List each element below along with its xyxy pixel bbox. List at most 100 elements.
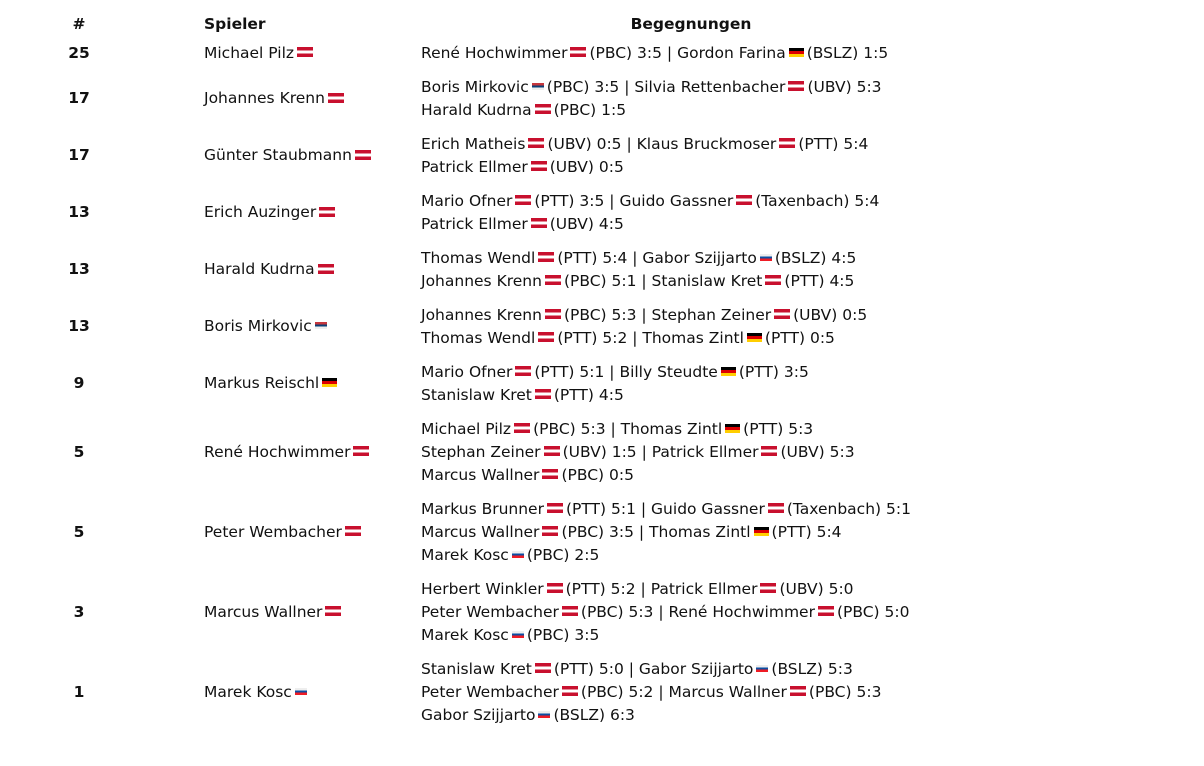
opponent-name: Billy Steudte: [619, 362, 718, 381]
opponent-name: Thomas Zintl: [649, 522, 751, 541]
austria-flag-icon: [543, 446, 560, 456]
matches-cell: Mario Ofner (PTT) 5:1 | Billy Steudte (PTT…: [421, 355, 961, 412]
opponent-club: (UBV): [547, 134, 592, 153]
match-score: 0:5: [809, 328, 835, 347]
slovakia-flag-icon: [511, 630, 524, 638]
player-name: Markus Reischl: [204, 374, 320, 392]
table-row: 1 Marek Kosc Stanislaw Kret (PTT) 5:0 | Gab…: [40, 652, 961, 732]
player-name: Michael Pilz: [204, 43, 295, 62]
separator: |: [621, 134, 637, 153]
opponent-club: (PBC): [808, 682, 852, 701]
opponent-club: (BSLZ): [806, 43, 859, 62]
match-score: 5:3: [788, 419, 814, 438]
opponent-name: Mario Ofner: [421, 362, 513, 381]
austria-flag-icon: [561, 606, 578, 616]
match-score: 5:3: [856, 682, 882, 701]
match-line: Erich Matheis (UBV) 0:5 | Klaus Bruckmose…: [421, 133, 961, 156]
separator: |: [653, 682, 669, 701]
austria-flag-icon: [570, 47, 587, 57]
match-line: Markus Brunner (PTT) 5:1 | Guido Gassner (…: [421, 498, 961, 521]
germany-flag-icon: [753, 526, 769, 536]
opponent-name: Silvia Rettenbacher: [634, 77, 786, 96]
slovakia-flag-icon: [756, 664, 769, 672]
separator: |: [636, 271, 652, 290]
opponent-name: Mario Ofner: [421, 191, 513, 210]
germany-flag-icon: [720, 366, 736, 376]
opponent-name: Markus Brunner: [421, 499, 544, 518]
match-line: Mario Ofner (PTT) 3:5 | Guido Gassner (Tax…: [421, 190, 961, 213]
opponent-name: Peter Wembacher: [421, 602, 559, 621]
match-score: 0:5: [596, 134, 622, 153]
match-score: 3:5: [579, 191, 605, 210]
match-score: 5:4: [816, 522, 842, 541]
germany-flag-icon: [725, 423, 741, 433]
match-line: Thomas Wendl (PTT) 5:2 | Thomas Zintl (PTT…: [421, 327, 961, 350]
match-line: Patrick Ellmer (UBV) 4:5: [421, 213, 961, 236]
match-line: Marcus Wallner (PBC) 3:5 | Thomas Zintl (P…: [421, 521, 961, 544]
rank-cell: 1: [73, 682, 85, 701]
header-matches: Begegnungen: [630, 15, 752, 33]
opponent-club: (PTT): [553, 385, 594, 404]
rank-cell: 17: [68, 89, 90, 107]
opponent-name: Guido Gassner: [651, 499, 765, 518]
match-score: 1:5: [601, 100, 627, 119]
opponent-club: (PTT): [557, 248, 598, 267]
austria-flag-icon: [788, 81, 805, 91]
player-cell: Marek Kosc: [118, 652, 421, 732]
player-name: Johannes Krenn: [204, 89, 325, 107]
match-line: Thomas Wendl (PTT) 5:4 | Gabor Szijjarto (…: [421, 247, 961, 270]
opponent-club: (PBC): [533, 419, 576, 438]
match-score: 6:3: [609, 705, 635, 724]
opponent-name: Patrick Ellmer: [421, 157, 528, 176]
austria-flag-icon: [538, 252, 555, 262]
austria-flag-icon: [514, 423, 531, 433]
slovakia-flag-icon: [538, 710, 551, 718]
separator: |: [633, 522, 650, 541]
match-line: Johannes Krenn (PBC) 5:1 | Stanislaw Kret…: [421, 270, 961, 293]
opponent-club: (PTT): [565, 579, 606, 598]
match-score: 5:3: [580, 419, 606, 438]
austria-flag-icon: [319, 206, 336, 217]
matches-cell: Markus Brunner (PTT) 5:1 | Guido Gassner (…: [421, 492, 961, 572]
rank-cell: 9: [73, 374, 85, 392]
match-line: Peter Wembacher (PBC) 5:2 | Marcus Wallne…: [421, 681, 961, 704]
austria-flag-icon: [774, 309, 791, 319]
opponent-club: (PTT): [771, 522, 812, 541]
match-score: 5:0: [598, 659, 624, 678]
opponent-name: Marcus Wallner: [421, 465, 540, 484]
rank-cell: 13: [68, 317, 90, 335]
matches-cell: Boris Mirkovic (PBC) 3:5 | Silvia Rettenb…: [421, 70, 961, 127]
match-score: 5:1: [886, 499, 911, 518]
header-player: Spieler: [204, 15, 266, 33]
match-score: 3:5: [594, 77, 620, 96]
opponent-club: (PBC): [526, 625, 570, 644]
austria-flag-icon: [530, 218, 547, 228]
opponent-name: Johannes Krenn: [421, 305, 542, 324]
match-line: Marek Kosc (PBC) 3:5: [421, 624, 961, 647]
match-line: Michael Pilz (PBC) 5:3 | Thomas Zintl (PTT…: [421, 418, 961, 441]
opponent-name: Gordon Farina: [677, 43, 786, 62]
match-score: 5:1: [611, 499, 636, 518]
opponent-name: Guido Gassner: [619, 191, 734, 210]
match-score: 5:3: [628, 602, 654, 621]
match-score: 0:5: [598, 157, 624, 176]
opponent-club: (PBC): [546, 77, 590, 96]
match-score: 4:5: [831, 248, 857, 267]
match-line: Harald Kudrna (PBC) 1:5: [421, 99, 961, 122]
match-score: 5:3: [829, 442, 855, 461]
austria-flag-icon: [515, 366, 532, 376]
opponent-club: (PTT): [743, 419, 784, 438]
match-line: Boris Mirkovic (PBC) 3:5 | Silvia Rettenb…: [421, 76, 961, 99]
separator: |: [627, 248, 643, 267]
match-score: 5:0: [828, 579, 854, 598]
opponent-club: (UBV): [562, 442, 607, 461]
rank-cell: 13: [68, 260, 90, 278]
opponent-name: Patrick Ellmer: [421, 214, 528, 233]
match-line: Stephan Zeiner (UBV) 1:5 | Patrick Ellmer…: [421, 441, 961, 464]
table-row: 5 René Hochwimmer Michael Pilz (PBC) 5:3 | …: [40, 412, 961, 492]
opponent-club: (PBC): [561, 522, 605, 541]
austria-flag-icon: [538, 332, 555, 342]
opponent-name: Michael Pilz: [421, 419, 512, 438]
opponent-club: (PBC): [553, 100, 597, 119]
opponent-name: Stanislaw Kret: [421, 385, 532, 404]
